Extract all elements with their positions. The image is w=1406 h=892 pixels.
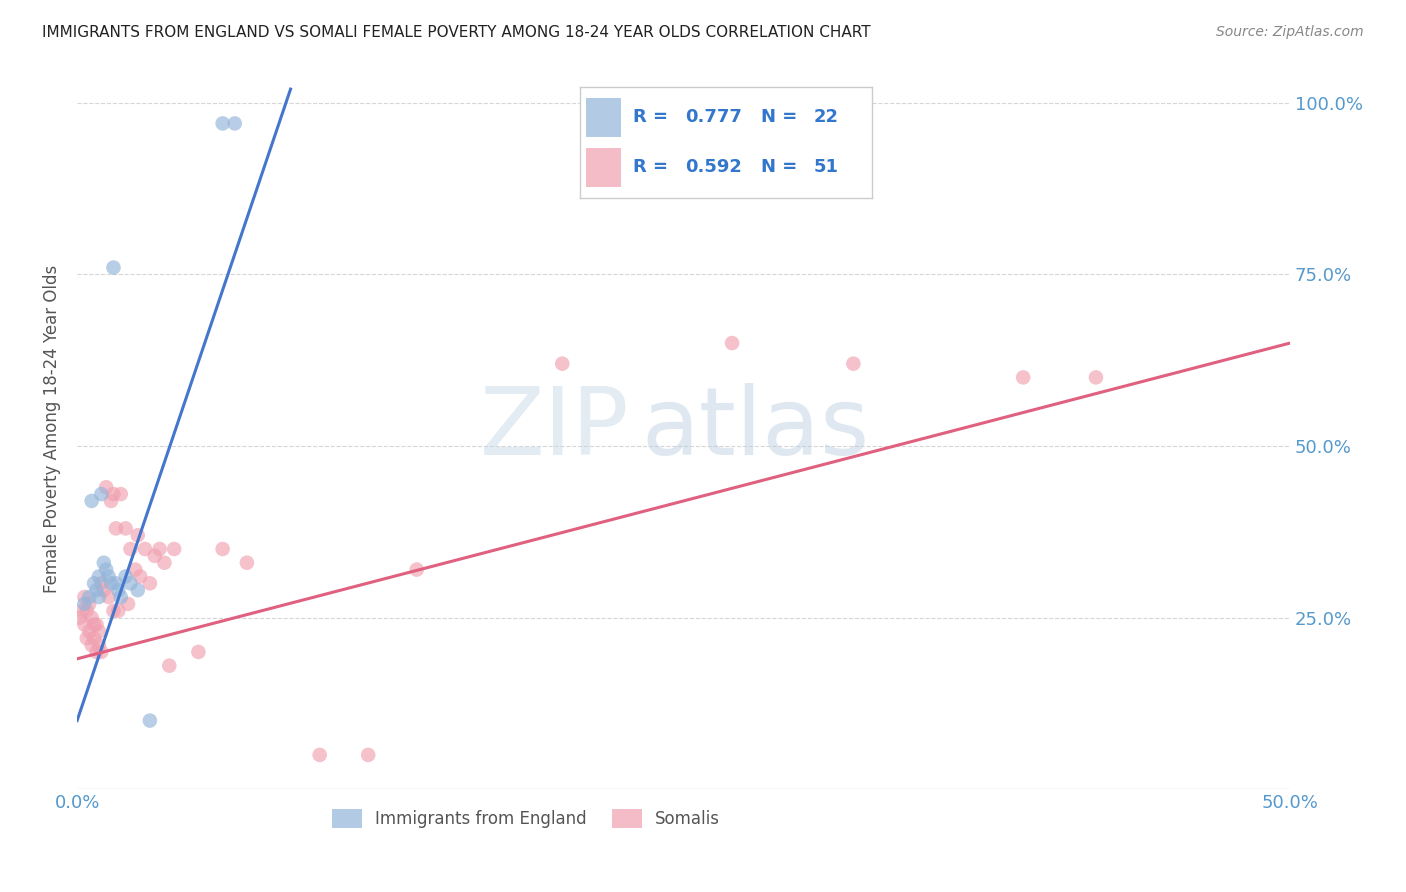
Point	[97, 569, 120, 583]
Point	[127, 528, 149, 542]
Point	[83, 631, 105, 645]
Text: IMMIGRANTS FROM ENGLAND VS SOMALI FEMALE POVERTY AMONG 18-24 YEAR OLDS CORRELATI: IMMIGRANTS FROM ENGLAND VS SOMALI FEMALE…	[42, 25, 870, 40]
Point	[103, 260, 125, 275]
Point	[93, 583, 115, 598]
Point	[90, 645, 112, 659]
Point	[87, 638, 110, 652]
Point	[100, 494, 122, 508]
Point	[107, 583, 129, 598]
Point	[134, 541, 156, 556]
Point	[90, 576, 112, 591]
Point	[308, 747, 330, 762]
Point	[83, 617, 105, 632]
Point	[211, 116, 233, 130]
Point	[187, 645, 209, 659]
Point	[211, 541, 233, 556]
Point	[157, 658, 180, 673]
Point	[551, 357, 574, 371]
Point	[124, 563, 146, 577]
Point	[120, 576, 142, 591]
Point	[357, 747, 380, 762]
Legend: Immigrants from England, Somalis: Immigrants from England, Somalis	[325, 803, 727, 835]
Point	[139, 714, 162, 728]
Point	[77, 590, 100, 604]
Point	[405, 563, 427, 577]
Point	[153, 556, 176, 570]
Text: atlas: atlas	[641, 383, 869, 475]
Point	[73, 617, 96, 632]
Point	[93, 556, 115, 570]
Point	[110, 590, 132, 604]
Point	[842, 357, 865, 371]
Point	[103, 604, 125, 618]
Point	[73, 590, 96, 604]
Point	[1012, 370, 1035, 384]
Point	[87, 569, 110, 583]
Point	[77, 597, 100, 611]
Point	[120, 541, 142, 556]
Point	[96, 563, 118, 577]
Point	[143, 549, 166, 563]
Point	[139, 576, 162, 591]
Point	[148, 541, 170, 556]
Point	[96, 480, 118, 494]
Point	[100, 576, 122, 591]
Point	[129, 569, 152, 583]
Point	[107, 604, 129, 618]
Point	[224, 116, 246, 130]
Point	[70, 604, 93, 618]
Point	[103, 487, 125, 501]
Point	[80, 494, 103, 508]
Point	[86, 583, 108, 598]
Point	[1084, 370, 1107, 384]
Point	[76, 631, 98, 645]
Point	[76, 604, 98, 618]
Point	[236, 556, 259, 570]
Point	[86, 617, 108, 632]
Point	[104, 521, 127, 535]
Point	[163, 541, 186, 556]
Point	[80, 610, 103, 624]
Point	[80, 638, 103, 652]
Point	[73, 597, 96, 611]
Point	[87, 590, 110, 604]
Text: ZIP: ZIP	[479, 383, 628, 475]
Point	[69, 610, 91, 624]
Point	[90, 487, 112, 501]
Point	[104, 576, 127, 591]
Point	[77, 624, 100, 639]
Point	[127, 583, 149, 598]
Text: Source: ZipAtlas.com: Source: ZipAtlas.com	[1216, 25, 1364, 39]
Point	[114, 569, 136, 583]
Point	[83, 576, 105, 591]
Point	[114, 521, 136, 535]
Point	[110, 487, 132, 501]
Point	[86, 645, 108, 659]
Point	[87, 624, 110, 639]
Point	[97, 590, 120, 604]
Y-axis label: Female Poverty Among 18-24 Year Olds: Female Poverty Among 18-24 Year Olds	[44, 265, 60, 593]
Point	[117, 597, 139, 611]
Point	[721, 336, 744, 351]
